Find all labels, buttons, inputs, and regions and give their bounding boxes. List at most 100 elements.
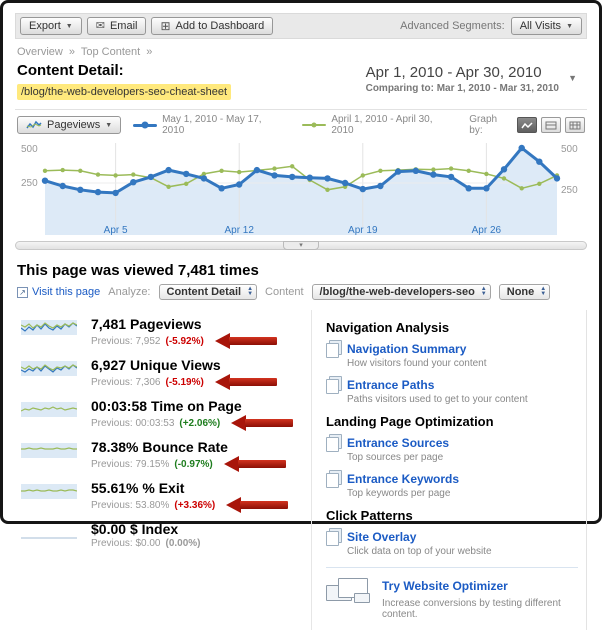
svg-text:500: 500: [21, 144, 38, 155]
secondary-select[interactable]: None ▲ ▼: [498, 284, 551, 300]
graph-by-day-button[interactable]: [517, 117, 538, 133]
nav-link-description: Top keywords per page: [347, 488, 451, 499]
graph-by-week-button[interactable]: [541, 117, 562, 133]
metric-previous: Previous: 7,952: [91, 335, 161, 347]
date-range: Apr 1, 2010 - Apr 30, 2010: [365, 64, 542, 81]
graph-by-month-button[interactable]: [565, 117, 586, 133]
legend-item: April 1, 2010 - April 30, 2010: [302, 114, 457, 136]
analyze-select-value: Content Detail: [166, 286, 242, 298]
calendar-week-icon: [545, 121, 557, 129]
metric-previous: Previous: 79.15%: [91, 458, 170, 470]
metric-sparkline: [21, 537, 77, 539]
email-label: Email: [109, 20, 138, 32]
nav-section-title: Click Patterns: [326, 508, 413, 523]
toolbar: Export ▼ ✉ Email ⊞ Add to Dashboard Adva…: [15, 13, 587, 39]
legend-marker-icon: [302, 124, 327, 126]
chart-scrollbar[interactable]: ▾: [15, 241, 587, 250]
breadcrumb-separator: »: [146, 46, 153, 58]
export-button[interactable]: Export ▼: [20, 17, 82, 35]
analyze-label: Analyze:: [108, 286, 151, 298]
metric-sparkline: [21, 402, 77, 417]
chevron-down-icon: ▼: [566, 22, 573, 30]
promo-description: Increase conversions by testing differen…: [382, 598, 561, 620]
date-range-selector[interactable]: Apr 1, 2010 - Apr 30, 2010 Comparing to:…: [356, 61, 585, 97]
svg-text:500: 500: [561, 144, 578, 155]
nav-link-entrance-keywords[interactable]: Entrance Keywords: [347, 472, 460, 486]
chart-collapse-handle[interactable]: ▾: [283, 241, 319, 250]
page-path-highlighted: /blog/the-web-developers-seo-cheat-sheet: [17, 84, 232, 100]
email-button[interactable]: ✉ Email: [86, 17, 147, 35]
legend-label: April 1, 2010 - April 30, 2010: [331, 114, 433, 136]
document-icon: [326, 473, 339, 488]
breadcrumb: Overview » Top Content »: [17, 46, 585, 58]
metric-sparkline: [21, 361, 77, 376]
svg-text:Apr 26: Apr 26: [472, 225, 502, 235]
metric-value: 6,927: [91, 357, 127, 373]
metric-label: % Exit: [142, 480, 185, 496]
advanced-segments-label: Advanced Segments:: [400, 20, 505, 32]
analyze-select[interactable]: Content Detail ▲ ▼: [158, 284, 258, 300]
nav-link-entrance-sources[interactable]: Entrance Sources: [347, 436, 450, 450]
metric-value: 78.38%: [91, 439, 139, 455]
analyze-row: ↗ Visit this page Analyze: Content Detai…: [15, 284, 587, 300]
segment-value: All Visits: [519, 20, 562, 32]
breadcrumb-separator: »: [68, 46, 76, 58]
nav-item: Entrance Paths Paths visitors used to ge…: [326, 378, 578, 405]
select-arrows-icon: ▲ ▼: [247, 286, 254, 297]
metric-row: 7,481 Pageviews Previous: 7,952 (-5.92%): [21, 316, 311, 349]
legend-marker-icon: [133, 123, 158, 127]
add-to-dashboard-button[interactable]: ⊞ Add to Dashboard: [151, 17, 274, 35]
metric-label: Bounce Rate: [142, 439, 228, 455]
envelope-icon: ✉: [95, 19, 105, 32]
metric-sparkline: [21, 484, 77, 499]
analysis-links-column: Navigation Analysis Navigation Summary H…: [311, 310, 587, 630]
nav-item: Site Overlay Click data on top of your w…: [326, 530, 578, 557]
nav-section: Navigation Analysis Navigation Summary H…: [326, 320, 578, 405]
svg-text:250: 250: [21, 178, 38, 189]
svg-text:Apr 12: Apr 12: [224, 225, 254, 235]
metric-sparkline: [21, 443, 77, 458]
nav-link-entrance-paths[interactable]: Entrance Paths: [347, 378, 435, 392]
metric-value: 55.61%: [91, 480, 139, 496]
annotation-arrow-icon: [231, 415, 295, 431]
annotation-arrow-icon: [214, 374, 279, 390]
page-title: Content Detail:: [17, 62, 124, 79]
svg-text:Apr 5: Apr 5: [104, 225, 128, 235]
nav-item: Entrance Keywords Top keywords per page: [326, 472, 578, 499]
chevron-down-icon: ▼: [105, 121, 113, 129]
chart-legend: May 1, 2010 - May 17, 2010 April 1, 2010 …: [133, 114, 457, 136]
external-link-icon: ↗: [17, 286, 28, 298]
metric-label: $ Index: [129, 521, 179, 537]
metric-selector-button[interactable]: Pageviews ▼: [17, 116, 122, 134]
chevron-down-icon: ▼: [568, 73, 577, 83]
content-select-value: /blog/the-web-developers-seo: [319, 286, 475, 298]
nav-link-description: Paths visitors used to get to your conte…: [347, 394, 528, 405]
metric-previous: Previous: 00:03:53: [91, 417, 175, 429]
metric-row: 00:03:58 Time on Page Previous: 00:03:53…: [21, 398, 311, 431]
nav-link-navigation-summary[interactable]: Navigation Summary: [347, 342, 467, 356]
breadcrumb-overview[interactable]: Overview: [17, 46, 63, 58]
metric-previous: Previous: $0.00: [91, 538, 161, 549]
visit-page-link[interactable]: ↗ Visit this page: [17, 286, 100, 298]
metric-delta: (+2.06%): [179, 417, 221, 429]
website-optimizer-promo: Try Website Optimizer Increase conversio…: [326, 567, 578, 620]
metric-selector-label: Pageviews: [47, 119, 101, 131]
trend-chart: 500 500 250 250 Apr 5 Apr 12 Apr 19 Apr 26: [15, 139, 587, 240]
viewed-heading: This page was viewed 7,481 times: [17, 262, 259, 279]
website-optimizer-icon: [326, 577, 372, 605]
metric-label: Unique Views: [129, 357, 221, 373]
legend-label: May 1, 2010 - May 17, 2010: [162, 114, 262, 136]
metric-value: 00:03:58: [91, 398, 148, 414]
try-website-optimizer-link[interactable]: Try Website Optimizer: [382, 579, 508, 593]
select-arrows-icon: ▲ ▼: [540, 286, 547, 297]
metric-value: $0.00: [91, 521, 127, 537]
nav-link-site-overlay[interactable]: Site Overlay: [347, 530, 417, 544]
graph-line-icon: [521, 121, 533, 128]
content-select[interactable]: /blog/the-web-developers-seo ▲ ▼: [311, 284, 491, 300]
breadcrumb-top-content[interactable]: Top Content: [80, 46, 141, 58]
metric-value: 7,481: [91, 316, 127, 332]
dashboard-label: Add to Dashboard: [175, 20, 265, 32]
nav-section-title: Landing Page Optimization: [326, 414, 494, 429]
visit-page-label: Visit this page: [32, 286, 101, 298]
segment-selector[interactable]: All Visits ▼: [510, 17, 582, 35]
